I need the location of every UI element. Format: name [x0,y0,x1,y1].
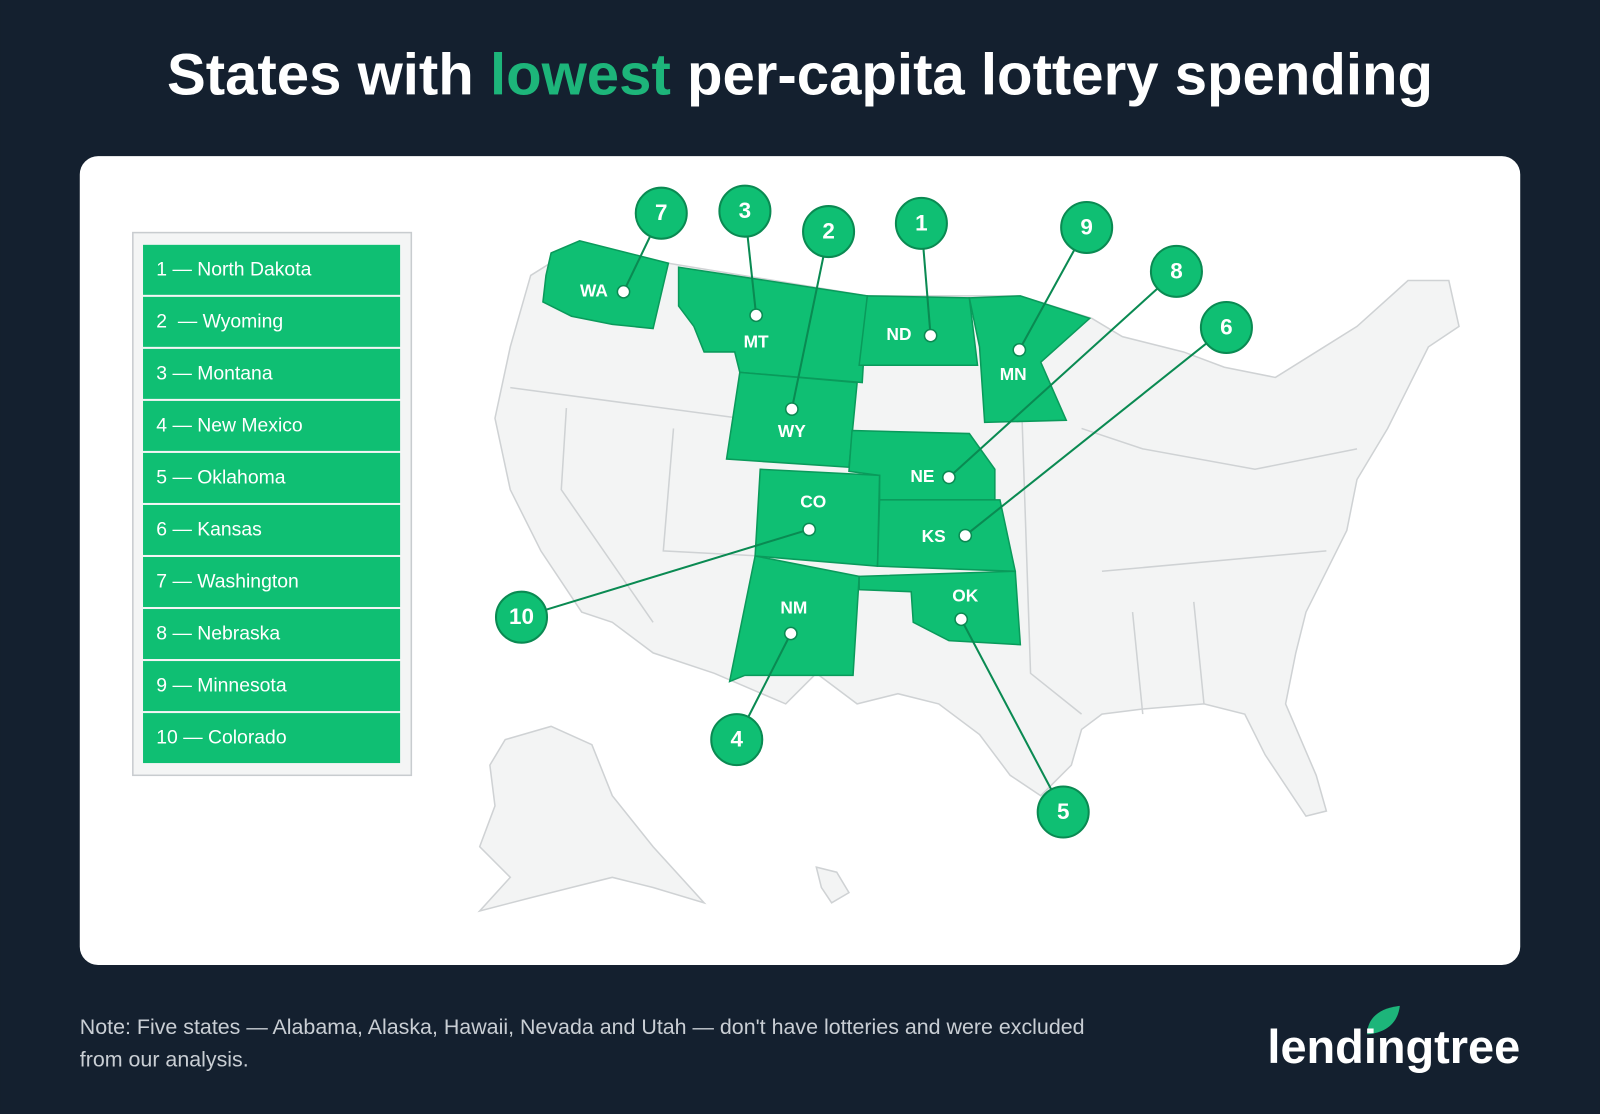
legend-row [143,452,401,503]
rank-label: 4 [731,727,744,752]
legend-row [143,400,401,451]
state-label: NE [910,466,934,486]
us-map [477,239,1460,913]
state-label: WY [778,421,806,441]
leader-line [521,528,810,619]
state-border [1019,367,1083,715]
legend-label: 8 — Nebraska [156,623,280,645]
title-text: States with [167,43,490,108]
rank-circle [494,590,549,644]
state-border [1131,612,1144,715]
state-label: WA [580,280,608,300]
legend-label: 9 — Minnesota [156,675,287,697]
rank-label: 5 [1057,799,1069,824]
state-dot [784,402,799,416]
rank-label: 6 [1220,314,1232,339]
legend-row [143,609,401,660]
state-co [754,468,881,568]
logo-leaf [1367,1005,1400,1035]
state-border [1081,427,1358,471]
state-label: MN [1000,364,1027,384]
leader-line [948,270,1178,479]
state-label: CO [800,492,826,512]
rank-circle [1199,300,1253,354]
hawaii [815,866,851,904]
state-wy [725,371,858,469]
rank-circle [894,196,948,250]
rank-circle [802,205,856,259]
legend-row [143,244,401,295]
state-dot [783,626,798,641]
legend-label: 1 — North Dakota [156,258,311,280]
rank-label: 8 [1170,258,1182,283]
rank-label: 10 [509,604,534,629]
legend-row [143,504,401,555]
state-ok [858,570,1022,646]
state-dot [942,470,956,485]
state-nd [858,295,979,366]
rank-label: 2 [822,219,834,244]
alaska [477,725,707,913]
logo: lendingtree [1267,1021,1520,1073]
rank-circle [1060,200,1114,255]
legend-label: 4 — New Mexico [156,415,302,437]
state-mn [968,295,1092,424]
state-border [1101,550,1327,573]
state-dot [616,284,631,299]
legend-label: 5 — Oklahoma [156,467,285,489]
legend-row [143,661,401,712]
legend-label: 6 — Kansas [156,519,262,541]
legend: 1 — North Dakota 2 — Wyoming 3 — Montana 4 … [143,244,401,764]
title-text: per-capita lottery spending [671,43,1433,108]
state-ks [876,499,1017,573]
rank-circle [710,713,764,767]
leader-line [964,326,1228,537]
rank-label: 9 [1080,214,1092,239]
state-dot [1012,343,1027,357]
rank-circle [1149,244,1203,298]
title-highlight: lowest [490,43,671,108]
rank-label: 7 [655,200,667,225]
state-label: ND [886,324,911,344]
state-dot [749,308,764,323]
markers: WA 7 MT 3 WY 2 ND 1 MN 9 NE 8 KS 6 CO 10 NM 4 OK 5 [494,184,1253,839]
state-border [1193,601,1205,704]
rank-label: 1 [915,210,927,235]
state-nm [728,555,860,683]
legend-row [143,557,401,607]
legend-row [143,296,401,347]
legend-row [143,713,401,764]
legend-label: 7 — Washington [156,571,299,593]
state-border [560,408,654,623]
rank-circle [1036,785,1090,839]
rank-label: 3 [739,198,751,223]
state-label: KS [922,526,946,546]
legend-label: 3 — Montana [156,363,273,385]
state-border [510,386,740,420]
state-label: MT [744,331,769,351]
legend-label: 10 — Colorado [156,727,286,749]
state-dot [802,522,817,537]
leader-line [960,618,1065,813]
rank-circle [718,184,772,238]
note: from our analysis. [80,1048,249,1072]
legend-label: 2 — Wyoming [156,310,283,332]
state-label: NM [780,598,807,618]
legend-row [143,348,401,399]
rank-circle [634,186,688,240]
state-dot [923,328,938,343]
state-dot [954,612,969,627]
leader-line [790,231,830,410]
title: States with lowest per-capita lottery sp… [167,43,1433,108]
note: Note: Five states — Alabama, Alaska, Haw… [80,1015,1085,1039]
state-dot [958,528,973,543]
state-label: OK [952,585,978,605]
